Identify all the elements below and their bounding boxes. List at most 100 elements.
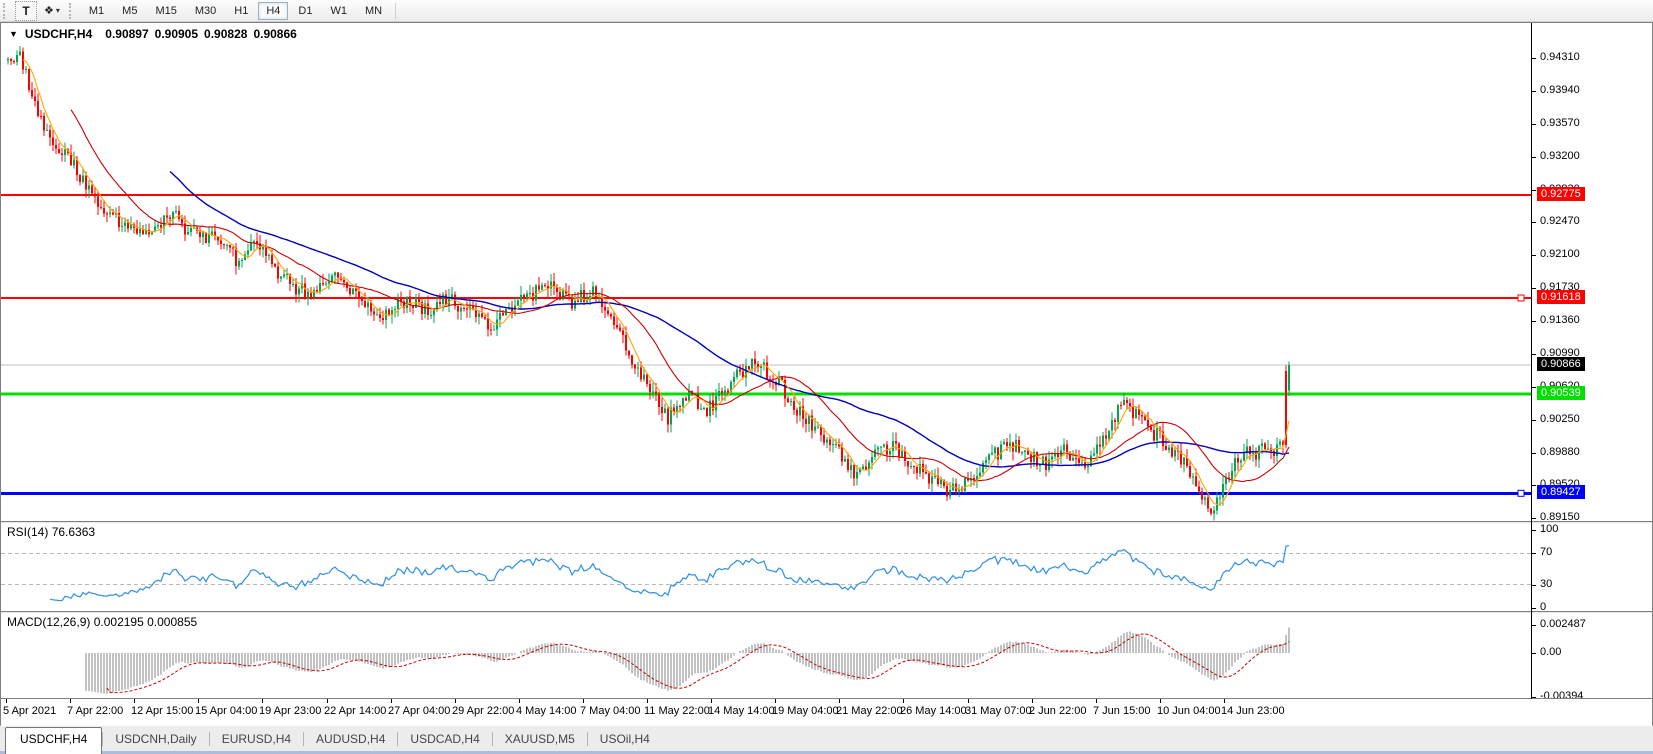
- time-tick-label: 29 Apr 22:00: [452, 705, 515, 717]
- macd-tick-label: 0.002487: [1540, 618, 1586, 630]
- top-toolbar: T ❖ ▾ M1 M5 M15 M30 H1 H4 D1 W1 MN: [0, 0, 1653, 22]
- timeframe-button-d1[interactable]: D1: [298, 4, 313, 17]
- low-value: 0.90828: [204, 27, 248, 41]
- symbol-caret-icon[interactable]: ▼: [9, 29, 18, 39]
- timeframe-button-h1[interactable]: H1: [234, 4, 249, 17]
- price-tick-tickmark: [1532, 485, 1536, 486]
- timeframe-button-m15[interactable]: M15: [155, 4, 177, 17]
- rsi-current-value: 76.6363: [51, 525, 96, 539]
- time-tick-label: 7 Apr 22:00: [67, 705, 124, 717]
- price-tick-tickmark: [1532, 420, 1536, 421]
- arrange-icon: ❖: [44, 5, 54, 17]
- chart-title: ▼ USDCHF,H4 0.90897 0.90905 0.90828 0.90866: [9, 27, 297, 41]
- time-tickmark: [647, 699, 648, 703]
- timeframe-button-mn[interactable]: MN: [364, 4, 383, 17]
- macd-tick-tickmark: [1532, 625, 1536, 626]
- time-axis[interactable]: 5 Apr 2021 7 Apr 22:00 12 Apr 15:00 15 Apr …: [1, 698, 1652, 726]
- time-tickmark: [1096, 699, 1097, 703]
- time-tickmark: [70, 699, 71, 703]
- chart-tab-usdcnh-daily[interactable]: USDCNH,Daily: [115, 732, 197, 746]
- price-tick-label: 0.89150: [1540, 511, 1580, 523]
- tab-divider: [208, 732, 210, 746]
- price-tick-tickmark: [1532, 453, 1536, 454]
- price-tick-tickmark: [1532, 321, 1536, 322]
- time-tick-label: 21 May 22:00: [836, 705, 903, 717]
- price-tick-label: 0.93200: [1540, 150, 1580, 162]
- tab-divider: [586, 732, 588, 746]
- time-tickmark: [455, 699, 456, 703]
- chart-tab-usdcad-h4[interactable]: USDCAD,H4: [410, 732, 480, 746]
- level-price-label: 0.92775: [1537, 187, 1585, 201]
- chart-tab-usdchf-h4[interactable]: USDCHF,H4: [5, 727, 103, 754]
- timeframe-button-h4[interactable]: H4: [258, 1, 289, 20]
- time-tickmark: [775, 699, 776, 703]
- time-tick-label: 19 May 04:00: [772, 705, 839, 717]
- timeframe-button-w1[interactable]: W1: [330, 4, 347, 17]
- time-tickmark: [903, 699, 904, 703]
- price-axis-line: [1531, 23, 1532, 699]
- time-tickmark: [711, 699, 712, 703]
- time-tick-label: 5 Apr 2021: [3, 705, 57, 717]
- macd-tick-tickmark: [1532, 697, 1536, 698]
- text-tool-button[interactable]: T: [15, 0, 37, 21]
- chart-tab-xauusd-m5[interactable]: XAUUSD,M5: [504, 732, 575, 746]
- time-tick-label: 4 May 14:00: [516, 705, 577, 717]
- price-axis[interactable]: 0.943100.939400.935700.932000.928300.924…: [1532, 23, 1652, 702]
- time-tick-label: 22 Apr 14:00: [324, 705, 387, 717]
- macd-tick-tickmark: [1532, 653, 1536, 654]
- time-tick-label: 2 Jun 22:00: [1029, 705, 1087, 717]
- tab-bar-strip: [0, 751, 1653, 754]
- tab-divider: [397, 732, 399, 746]
- timeframe-button-m30[interactable]: M30: [194, 4, 217, 17]
- time-tick-label: 19 Apr 23:00: [259, 705, 322, 717]
- price-tick-tickmark: [1532, 91, 1536, 92]
- timeframe-button-m1[interactable]: M1: [88, 4, 105, 17]
- pane-separator[interactable]: [1, 611, 1652, 613]
- rsi-tick-tickmark: [1532, 585, 1536, 586]
- time-tickmark: [519, 699, 520, 703]
- time-tick-label: 14 Jun 23:00: [1221, 705, 1285, 717]
- rsi-name: RSI(14): [7, 525, 49, 539]
- price-tick-tickmark: [1532, 190, 1536, 191]
- symbol-timeframe-label: USDCHF,H4: [24, 27, 93, 41]
- open-value: 0.90897: [105, 27, 149, 41]
- chart-tab-audusd-h4[interactable]: AUDUSD,H4: [316, 732, 386, 746]
- toolbar-separator: [395, 2, 397, 19]
- time-tick-label: 12 Apr 15:00: [131, 705, 194, 717]
- arrange-windows-button[interactable]: ❖ ▾: [40, 1, 64, 21]
- time-tickmark: [6, 699, 7, 703]
- time-tickmark: [1032, 699, 1033, 703]
- timeframe-button-m5[interactable]: M5: [122, 4, 138, 17]
- tab-divider: [491, 732, 493, 746]
- level-price-label: 0.89427: [1537, 485, 1585, 499]
- rsi-tick-label: 100: [1540, 523, 1559, 535]
- rsi-tick-tickmark: [1532, 530, 1536, 531]
- price-tick-label: 0.93940: [1540, 84, 1580, 96]
- chart-tab-eurusd-h4[interactable]: EURUSD,H4: [221, 732, 292, 746]
- macd-name: MACD(12,26,9): [7, 615, 91, 629]
- time-tickmark: [968, 699, 969, 703]
- price-tick-tickmark: [1532, 222, 1536, 223]
- price-tick-tickmark: [1532, 255, 1536, 256]
- time-tickmark: [1160, 699, 1161, 703]
- price-tick-label: 0.89880: [1540, 446, 1580, 458]
- time-tickmark: [327, 699, 328, 703]
- pane-separator[interactable]: [1, 521, 1652, 523]
- price-chart-plot[interactable]: [1, 23, 1531, 699]
- rsi-tick-tickmark: [1532, 553, 1536, 554]
- chart-window[interactable]: ▼ USDCHF,H4 0.90897 0.90905 0.90828 0.90866…: [0, 22, 1653, 726]
- macd-main-value: 0.002195: [93, 615, 144, 629]
- text-tool-icon: T: [22, 3, 30, 18]
- time-tick-label: 7 May 04:00: [580, 705, 641, 717]
- chart-tab-usoil-h4[interactable]: USOil,H4: [599, 732, 650, 746]
- toolbar-grip-icon[interactable]: [68, 2, 75, 19]
- chart-tab-bar: USDCHF,H4 USDCNH,Daily EURUSD,H4 AUDUSD,H4 U…: [0, 725, 1653, 754]
- timeframe-button-group: M1 M5 M15 M30 H1 H4 D1 W1 MN: [80, 1, 391, 20]
- level-price-label: 0.90539: [1537, 386, 1585, 400]
- level-price-label: 0.91618: [1537, 290, 1585, 304]
- price-tick-label: 0.94310: [1540, 51, 1580, 63]
- toolbar-grip-icon[interactable]: [3, 2, 9, 19]
- macd-indicator-label: MACD(12,26,9) 0.002195 0.000855: [7, 615, 197, 629]
- price-tick-label: 0.91360: [1540, 314, 1580, 326]
